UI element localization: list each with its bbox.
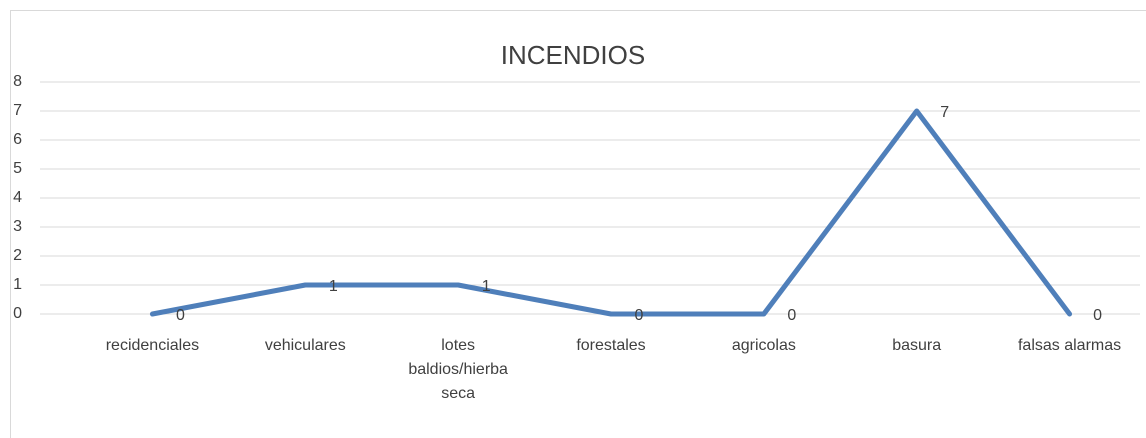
x-tick-label: vehiculares	[264, 337, 346, 354]
data-label: 0	[176, 307, 185, 324]
x-tick-label: agricolas	[731, 337, 796, 354]
x-tick-label: lotes baldios/hierba seca	[408, 337, 508, 402]
data-label: 1	[482, 278, 491, 295]
y-tick-label: 2	[13, 247, 22, 264]
x-tick-label: forestales	[576, 337, 646, 354]
data-label: 0	[1093, 307, 1102, 324]
series-line	[149, 108, 1073, 317]
data-label: 1	[329, 278, 338, 295]
y-tick-label: 3	[13, 218, 22, 235]
y-tick-label: 8	[13, 73, 22, 90]
x-tick-label: basura	[892, 337, 942, 354]
y-tick-label: 1	[13, 276, 22, 293]
chart-frame	[10, 10, 1146, 438]
chart-title: INCENDIOS	[501, 40, 645, 70]
y-tick-label: 7	[13, 102, 22, 119]
data-label: 0	[787, 307, 796, 324]
data-label: 0	[635, 307, 644, 324]
x-tick-label: recidenciales	[105, 337, 200, 354]
x-tick-label: falsas alarmas	[1017, 337, 1122, 354]
data-label: 7	[940, 104, 949, 121]
y-tick-label: 5	[13, 160, 22, 177]
y-tick-label: 4	[13, 189, 22, 206]
y-tick-label: 6	[13, 131, 22, 148]
y-tick-label: 0	[13, 305, 22, 322]
